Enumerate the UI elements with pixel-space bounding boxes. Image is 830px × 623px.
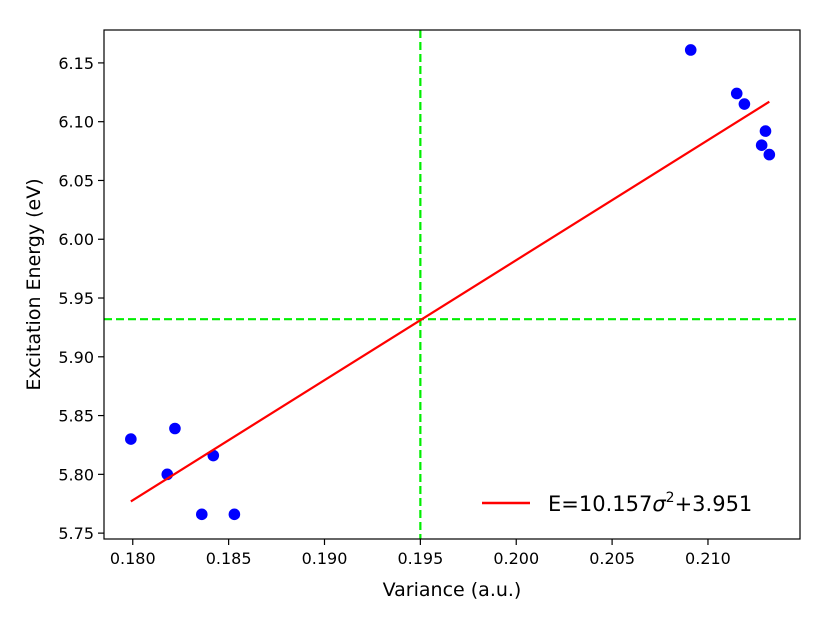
y-tick-label: 6.00 <box>58 230 94 249</box>
data-point <box>755 139 768 152</box>
x-axis-label: Variance (a.u.) <box>383 579 522 601</box>
y-tick-label: 6.10 <box>58 113 94 132</box>
x-tick-label: 0.190 <box>302 549 348 568</box>
y-tick-label: 6.15 <box>58 54 94 73</box>
legend: E=10.157σ2+3.951 <box>482 490 752 516</box>
x-tick-label: 0.195 <box>397 549 443 568</box>
data-point <box>195 508 208 521</box>
legend-label-symbol: σ <box>652 492 666 516</box>
x-tick-label: 0.210 <box>685 549 731 568</box>
data-point <box>169 422 181 435</box>
plot-content <box>104 30 800 539</box>
legend-label-prefix: E=10.157 <box>548 492 652 516</box>
x-tick-label: 0.180 <box>110 549 156 568</box>
y-tick-label: 5.80 <box>58 465 94 484</box>
data-point <box>738 98 751 110</box>
x-tick-label: 0.200 <box>493 549 539 568</box>
y-axis-label: Excitation Energy (eV) <box>23 178 45 390</box>
data-point <box>684 44 697 56</box>
x-tick-label: 0.185 <box>206 549 252 568</box>
y-tick-label: 5.85 <box>58 407 94 426</box>
data-point <box>125 433 137 445</box>
data-point <box>759 125 772 137</box>
y-tick-label: 5.90 <box>58 348 94 367</box>
data-point <box>763 148 776 161</box>
fit-line <box>130 100 770 503</box>
x-axis-ticks: 0.180 0.185 0.190 0.195 0.200 0.205 0.210 <box>110 539 731 568</box>
y-axis-ticks: 5.75 5.80 5.85 5.90 5.95 6.00 6.05 6.10 6.15 <box>58 54 104 543</box>
y-tick-label: 5.95 <box>58 289 94 308</box>
legend-label-suffix: +3.951 <box>675 492 753 516</box>
legend-label-superscript: 2 <box>666 490 675 506</box>
data-point <box>730 87 743 100</box>
x-tick-label: 0.205 <box>589 549 635 568</box>
data-point <box>228 508 241 521</box>
legend-label: E=10.157σ2+3.951 <box>548 490 752 516</box>
plot-frame <box>103 29 801 540</box>
y-tick-label: 6.05 <box>58 171 94 190</box>
y-tick-label: 5.75 <box>58 524 94 543</box>
